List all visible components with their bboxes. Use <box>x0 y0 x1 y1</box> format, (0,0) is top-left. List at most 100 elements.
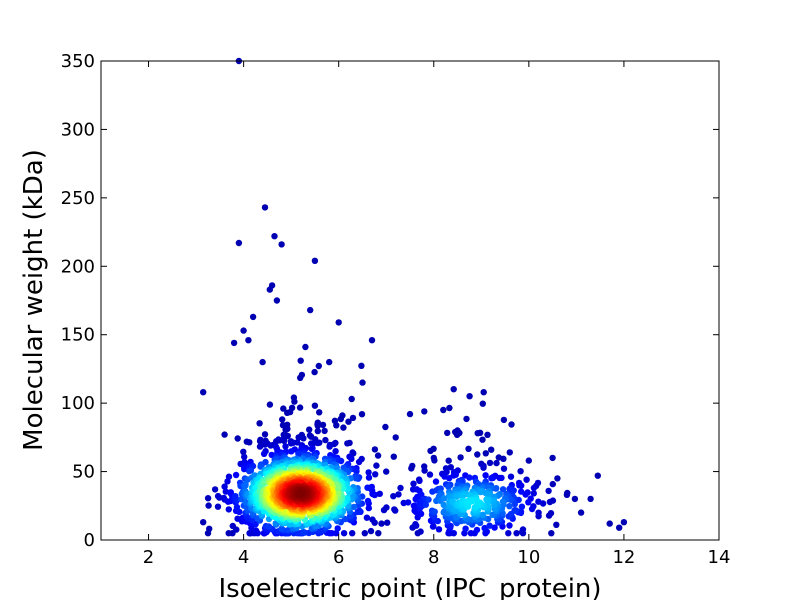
data-point <box>368 337 376 344</box>
data-point <box>499 486 507 493</box>
data-point <box>486 459 494 467</box>
y-tick-label: 250 <box>61 188 95 209</box>
data-point <box>348 395 355 403</box>
data-point <box>453 431 461 438</box>
data-point <box>259 358 266 366</box>
data-point <box>535 498 542 505</box>
data-point <box>200 519 207 526</box>
data-point <box>463 415 470 423</box>
data-point <box>480 464 487 471</box>
data-point <box>516 482 523 489</box>
data-point <box>311 257 319 264</box>
y-tick-label: 50 <box>72 462 95 483</box>
data-point <box>500 465 508 472</box>
data-point <box>554 475 561 482</box>
data-point <box>587 495 594 503</box>
data-point <box>530 490 537 497</box>
data-point <box>373 462 380 469</box>
data-point <box>491 524 498 531</box>
data-point <box>418 491 425 498</box>
data-point <box>519 526 527 533</box>
data-point <box>261 204 269 211</box>
data-point <box>384 519 391 526</box>
data-point <box>363 514 371 521</box>
data-point <box>206 525 213 532</box>
data-point <box>358 362 365 369</box>
data-point <box>508 421 515 428</box>
data-point <box>432 478 440 485</box>
y-tick-label: 100 <box>61 393 95 414</box>
x-tick-label: 2 <box>143 547 154 568</box>
data-point <box>302 343 309 351</box>
data-point <box>282 426 289 434</box>
data-point <box>548 530 555 537</box>
data-point <box>340 424 347 431</box>
data-point <box>205 502 212 509</box>
data-point <box>246 439 253 446</box>
data-point <box>473 526 481 534</box>
data-point <box>282 443 289 450</box>
data-point <box>348 455 355 462</box>
data-point <box>440 406 447 414</box>
data-point <box>426 471 434 478</box>
x-tick-label: 8 <box>428 547 439 568</box>
data-point <box>517 468 524 475</box>
data-point <box>392 434 399 441</box>
data-point <box>546 498 554 506</box>
data-point <box>297 374 304 381</box>
data-point <box>489 511 496 518</box>
data-point <box>500 416 508 424</box>
data-point <box>300 435 307 442</box>
data-point <box>395 491 402 498</box>
data-point <box>350 503 358 511</box>
data-point <box>291 398 298 405</box>
data-point <box>279 422 287 429</box>
x-tick-label: 10 <box>517 547 540 568</box>
data-point <box>571 495 579 503</box>
data-point <box>480 389 487 396</box>
data-point <box>383 468 390 475</box>
data-point <box>221 483 228 490</box>
data-point <box>364 497 372 505</box>
data-point <box>367 527 375 535</box>
data-point <box>462 525 469 532</box>
data-point <box>493 459 500 467</box>
data-point <box>240 448 247 455</box>
data-point <box>484 431 491 438</box>
data-point <box>225 506 232 513</box>
y-tick-label: 0 <box>84 530 95 551</box>
data-point <box>200 389 207 396</box>
data-point <box>221 431 228 438</box>
data-point <box>431 508 438 515</box>
data-point <box>316 409 323 416</box>
data-point <box>378 520 385 527</box>
data-point <box>256 443 264 450</box>
data-point <box>594 472 601 479</box>
x-tick-label: 12 <box>612 547 635 568</box>
data-point <box>300 528 307 536</box>
data-point <box>268 451 275 459</box>
data-point <box>359 379 366 386</box>
data-point <box>466 474 473 481</box>
data-point <box>496 474 503 482</box>
data-point <box>416 477 423 484</box>
data-point <box>421 467 428 474</box>
data-point <box>453 493 460 500</box>
data-point <box>553 521 560 528</box>
data-point <box>245 337 252 344</box>
data-point <box>267 442 274 449</box>
data-point <box>408 465 415 472</box>
data-point <box>427 447 434 455</box>
data-point <box>298 489 305 497</box>
data-point <box>365 504 372 512</box>
data-point <box>507 473 515 480</box>
data-point <box>545 487 552 495</box>
data-point <box>397 484 404 492</box>
data-point <box>525 499 532 506</box>
y-tick-label: 200 <box>61 256 95 277</box>
data-point <box>482 472 489 479</box>
data-point <box>481 524 488 532</box>
data-point <box>412 521 419 528</box>
data-point <box>440 495 448 502</box>
